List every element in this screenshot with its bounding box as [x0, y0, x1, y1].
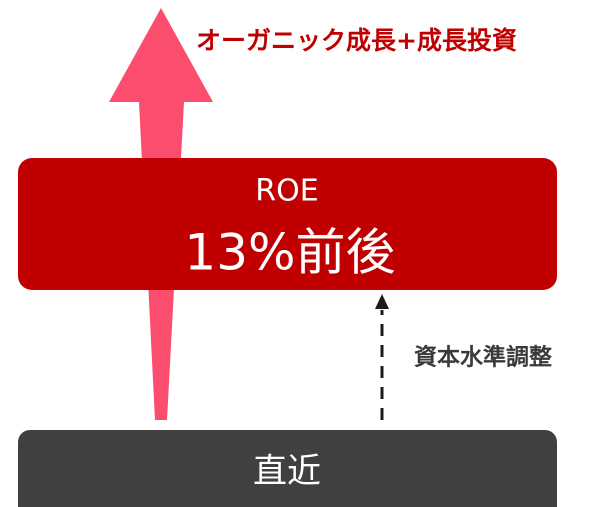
adjustment-arrow-head: [375, 294, 389, 309]
current-box: [18, 430, 557, 507]
adjustment-label: 資本水準調整: [414, 344, 552, 371]
current-label: 直近: [253, 452, 321, 492]
growth-label: オーガニック成長+成長投資: [196, 26, 517, 55]
target-value: 13%前後: [184, 224, 395, 282]
target-box: [18, 158, 557, 290]
target-label: ROE: [255, 174, 318, 209]
